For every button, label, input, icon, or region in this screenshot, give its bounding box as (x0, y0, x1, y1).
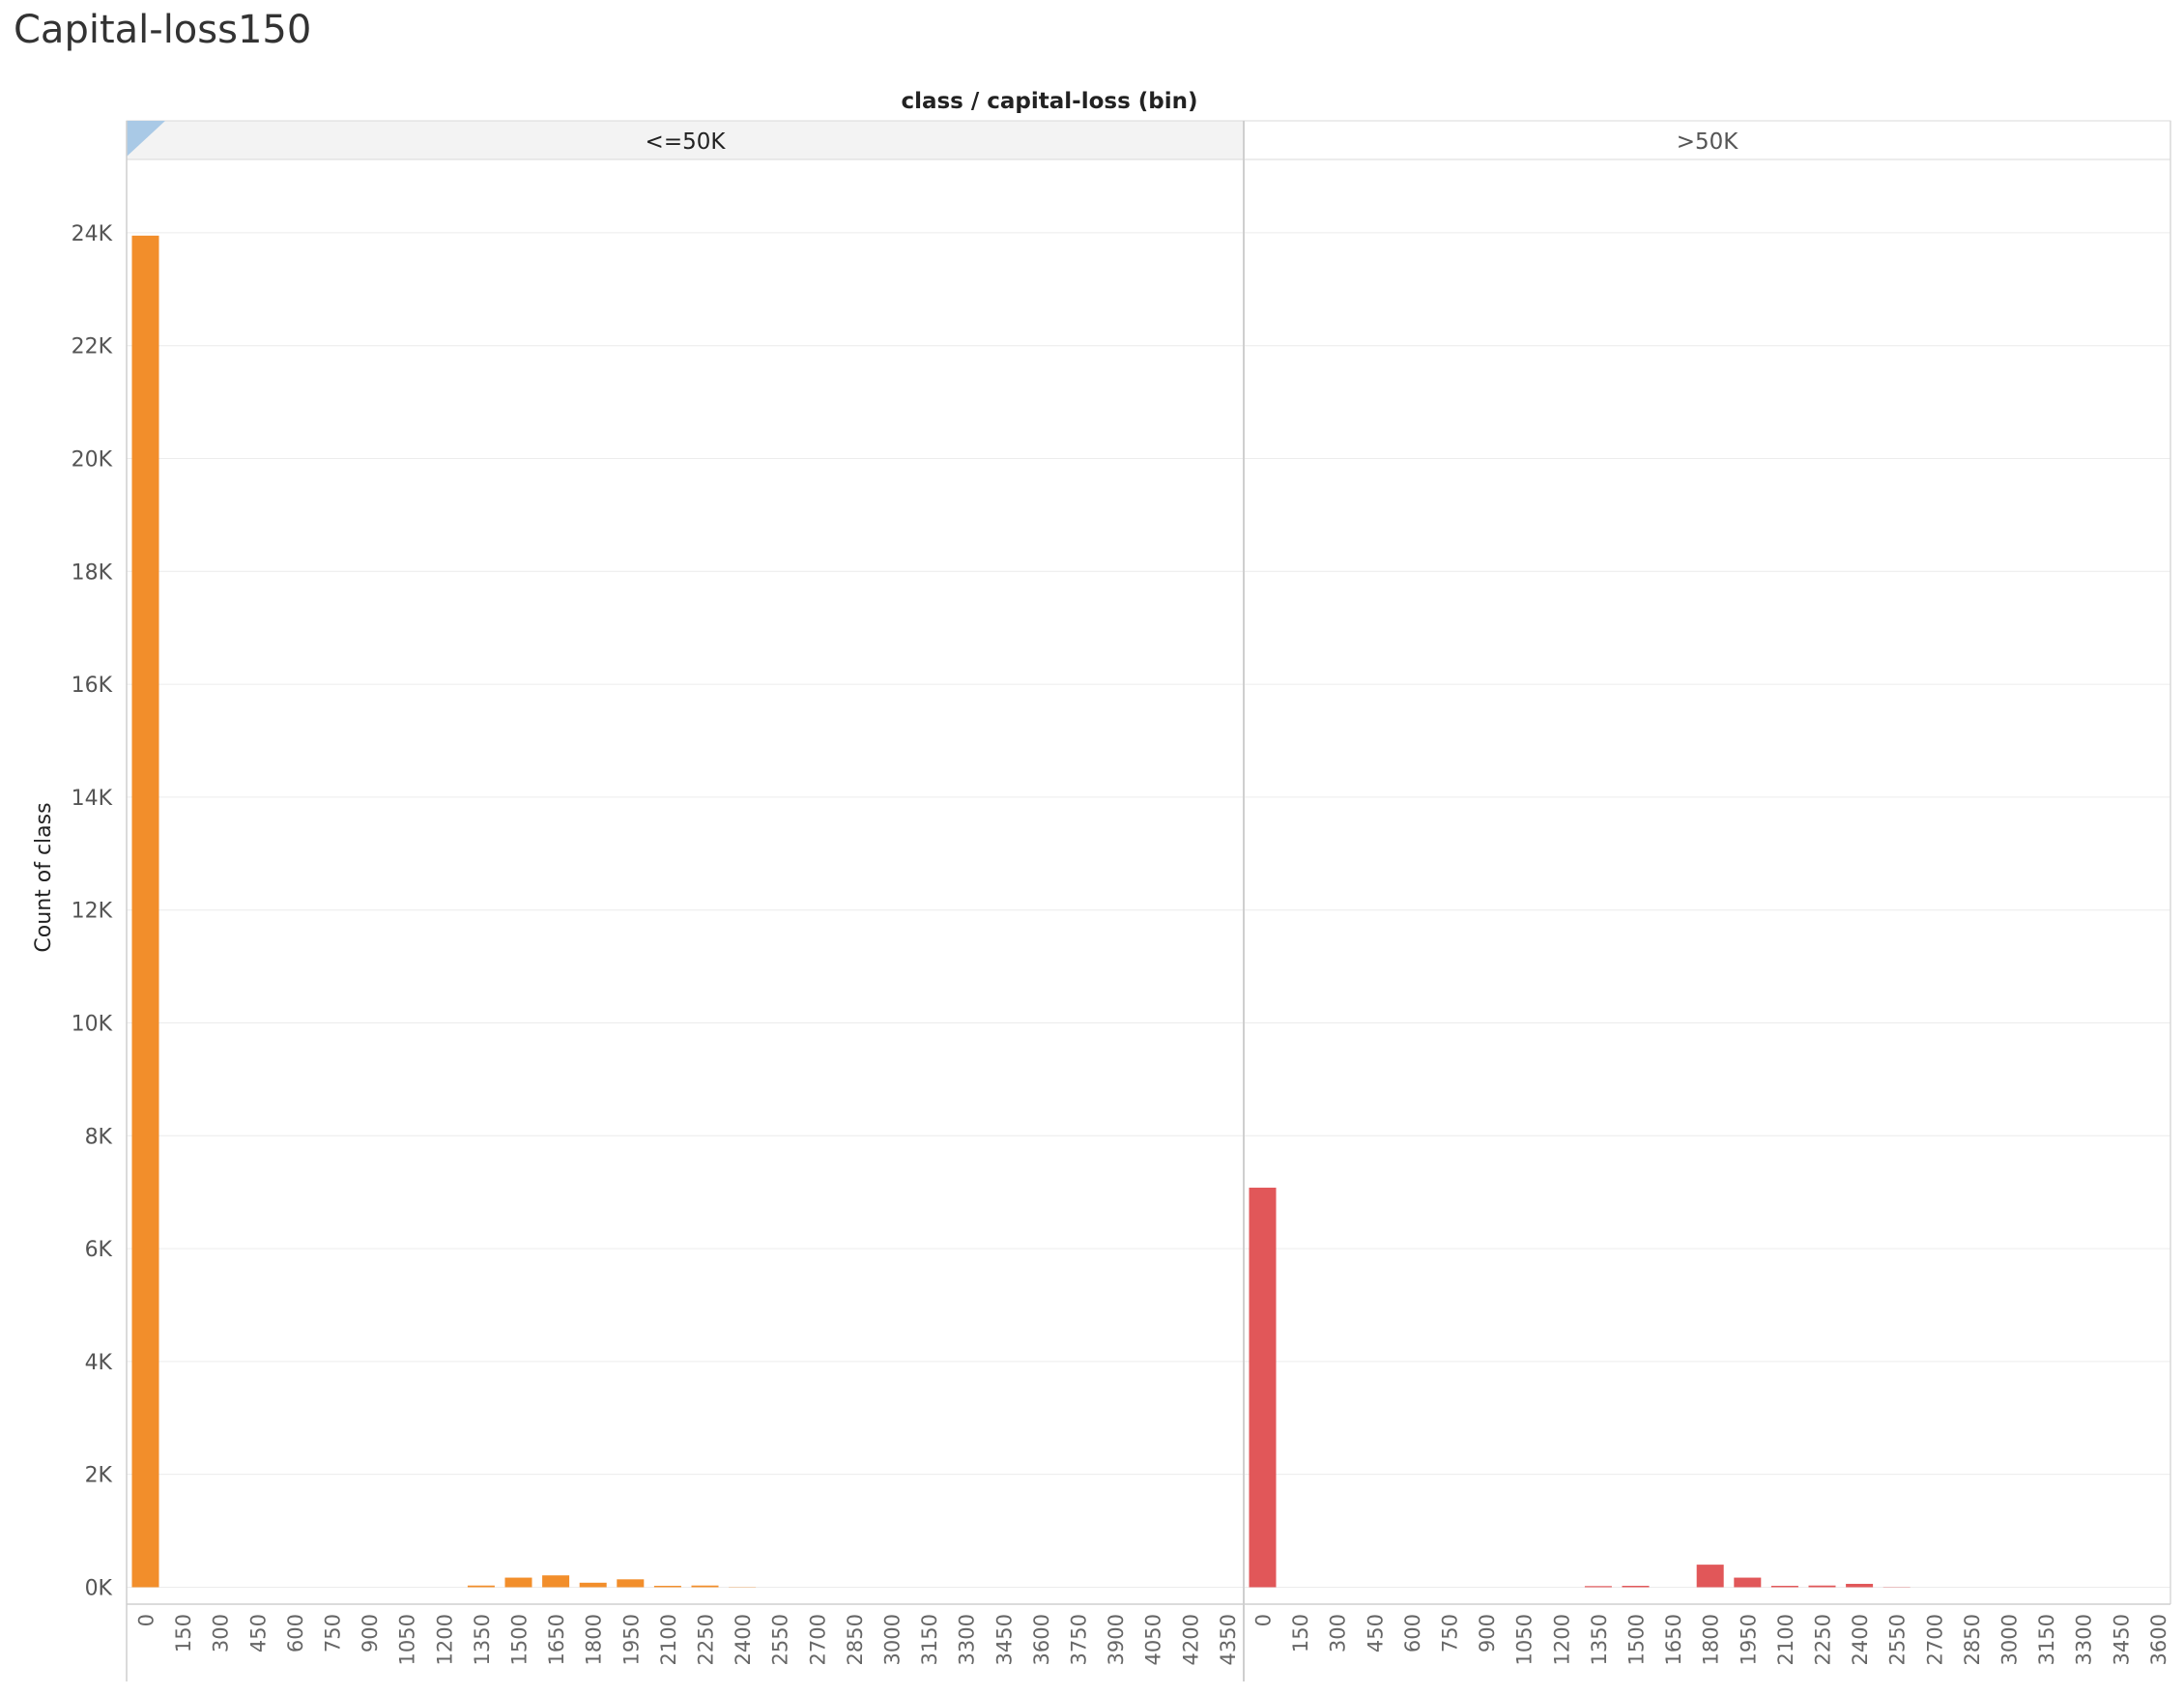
y-tick-label: 6K (85, 1238, 113, 1262)
x-tick-label: 2250 (695, 1614, 718, 1665)
panel-header-cell (1243, 120, 2171, 160)
x-tick-label: 1650 (545, 1614, 568, 1665)
y-tick-label: 8K (85, 1125, 113, 1149)
x-tick-label: 3450 (992, 1614, 1016, 1665)
bar (1696, 1565, 1724, 1588)
x-tick-label: 1800 (1700, 1614, 1723, 1665)
x-tick-label: 1050 (396, 1614, 419, 1665)
x-tick-label: 900 (359, 1614, 382, 1652)
x-tick-label: 3600 (2147, 1614, 2170, 1665)
x-tick-label: 2700 (806, 1614, 829, 1665)
x-tick-label: 2100 (657, 1614, 680, 1665)
x-tick-label: 0 (1252, 1614, 1276, 1626)
x-tick-label: 750 (322, 1614, 345, 1652)
x-tick-label: 0 (135, 1614, 158, 1626)
y-tick-label: 18K (72, 560, 113, 585)
x-tick-label: 1200 (1550, 1614, 1573, 1665)
x-tick-label: 3300 (956, 1614, 979, 1665)
selection-corner-marker (127, 121, 165, 157)
bars (131, 235, 1911, 1588)
x-tick-label: 300 (210, 1614, 233, 1652)
x-tick-label: 2850 (1961, 1614, 1984, 1665)
bar (504, 1577, 532, 1588)
x-tick-label: 1950 (1737, 1614, 1760, 1665)
page-title: Capital-loss150 (14, 8, 312, 52)
x-tick-label: 3150 (2035, 1614, 2058, 1665)
y-tick-label: 20K (72, 448, 113, 473)
x-tick-label: 3750 (1068, 1614, 1091, 1665)
x-tick-label: 2400 (1849, 1614, 1872, 1665)
x-tick-label: 1350 (471, 1614, 494, 1665)
x-tick-label: 1050 (1513, 1614, 1537, 1665)
x-tick-label: 150 (172, 1614, 195, 1652)
x-tick-label: 2700 (1923, 1614, 1946, 1665)
x-tick-label: 150 (1289, 1614, 1312, 1652)
x-tick-label: 3000 (881, 1614, 905, 1665)
bar (1808, 1585, 1836, 1588)
x-tick-label: 3300 (2073, 1614, 2096, 1665)
x-tick-label: 2550 (1886, 1614, 1910, 1665)
x-tick-label: 4050 (1142, 1614, 1165, 1665)
x-tick-label: 1350 (1588, 1614, 1611, 1665)
panel-header-label: >50K (1677, 129, 1739, 155)
y-tick-label: 0K (85, 1576, 113, 1600)
x-tick-label: 1500 (508, 1614, 532, 1665)
x-tick-label: 2850 (844, 1614, 867, 1665)
y-tick-label: 2K (85, 1464, 113, 1488)
x-tick-label: 3150 (918, 1614, 941, 1665)
y-tick-label: 14K (72, 787, 113, 811)
bar (653, 1586, 681, 1588)
x-tick-label: 600 (1401, 1614, 1424, 1652)
x-tick-label: 1200 (433, 1614, 456, 1665)
bar (542, 1575, 570, 1588)
bar (691, 1585, 719, 1588)
bar (131, 235, 159, 1588)
x-tick-label: 1650 (1662, 1614, 1685, 1665)
x-tick-label: 750 (1439, 1614, 1462, 1652)
x-tick-label: 450 (1364, 1614, 1387, 1652)
x-tick-label: 450 (246, 1614, 270, 1652)
column-header-title: class / capital-loss (bin) (901, 89, 1197, 114)
x-tick-label: 1950 (619, 1614, 643, 1665)
x-tick-label: 1500 (1625, 1614, 1649, 1665)
bar (617, 1579, 645, 1588)
x-tick-label: 300 (1327, 1614, 1350, 1652)
bar (1584, 1586, 1612, 1588)
x-tick-label: 4200 (1179, 1614, 1202, 1665)
x-tick-label: 3600 (1030, 1614, 1053, 1665)
axis-ticks: 0K 2K 4K 6K 8K 10K 12K 14K 16K 18K 20K 22K 24K <=50K 0… (72, 129, 2170, 1665)
x-tick-label: 2100 (1774, 1614, 1797, 1665)
x-tick-label: 600 (284, 1614, 307, 1652)
x-tick-label: 4350 (1217, 1614, 1240, 1665)
x-tick-label: 1800 (583, 1614, 606, 1665)
grid-lines (127, 232, 2170, 1588)
x-tick-label: 2400 (732, 1614, 755, 1665)
y-tick-label: 4K (85, 1351, 113, 1375)
bar (467, 1585, 495, 1588)
bar (579, 1582, 607, 1588)
x-tick-label: 3900 (1105, 1614, 1128, 1665)
x-tick-label: 900 (1476, 1614, 1499, 1652)
panel-header-cell (126, 120, 1245, 160)
bar (1249, 1188, 1277, 1588)
y-tick-label: 12K (72, 900, 113, 924)
x-tick-label: 2250 (1812, 1614, 1835, 1665)
y-tick-label: 24K (72, 222, 113, 246)
bar (1770, 1586, 1798, 1588)
x-tick-label: 3000 (1998, 1614, 2022, 1665)
bar (1622, 1586, 1650, 1588)
y-axis-label: Count of class (32, 802, 56, 952)
y-tick-label: 22K (72, 335, 113, 359)
y-tick-label: 16K (72, 674, 113, 698)
y-tick-label: 10K (72, 1012, 113, 1036)
x-tick-label: 2550 (769, 1614, 792, 1665)
bar (1734, 1577, 1762, 1588)
chart-frame (126, 120, 2171, 1681)
bar (1846, 1583, 1874, 1588)
x-tick-label: 3450 (2110, 1614, 2133, 1665)
panel-header-label: <=50K (646, 129, 727, 155)
